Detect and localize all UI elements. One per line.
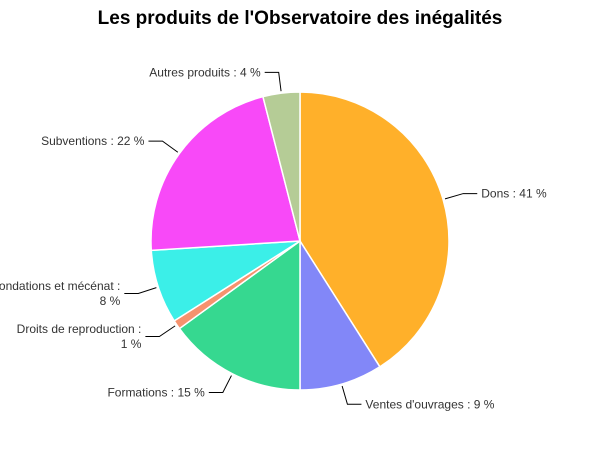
leader-line-fondations-et-mecenat	[124, 287, 157, 295]
pie-slices	[150, 91, 450, 391]
pie-slice-ventes-d-ouvrages	[299, 238, 381, 391]
leader-line-dons	[444, 193, 478, 200]
chart-title: Les produits de l'Observatoire des inéga…	[97, 8, 503, 29]
slice-label-droits-de-reproduction: Droits de reproduction :1 %	[17, 322, 142, 351]
pie-slice-formations	[178, 239, 301, 391]
pie-slice-subventions	[150, 95, 301, 252]
slice-label-fondations-et-mecenat: Fondations et mécénat :8 %	[0, 279, 121, 308]
leader-line-autres-produits	[264, 71, 282, 92]
slice-label-formations: Formations : 15 %	[107, 385, 205, 399]
pie-slice-dons	[299, 91, 450, 368]
leader-line-subventions	[148, 140, 179, 153]
leader-line-formations	[208, 375, 232, 393]
leader-line-ventes-d-ouvrages	[341, 385, 362, 405]
slice-label-ventes-d-ouvrages: Ventes d'ouvrages : 9 %	[365, 397, 494, 411]
label-leaders	[124, 71, 478, 405]
pie-slice-autres-produits	[262, 91, 301, 242]
slice-label-subventions: Subventions : 22 %	[41, 134, 145, 148]
slice-labels: Dons : 41 % Ventes d'ouvrages : 9 % Format…	[0, 65, 547, 411]
slice-label-autres-produits: Autres produits : 4 %	[149, 65, 261, 79]
leader-line-droits-de-reproduction	[145, 325, 176, 338]
slice-label-dons: Dons : 41 %	[481, 187, 547, 201]
